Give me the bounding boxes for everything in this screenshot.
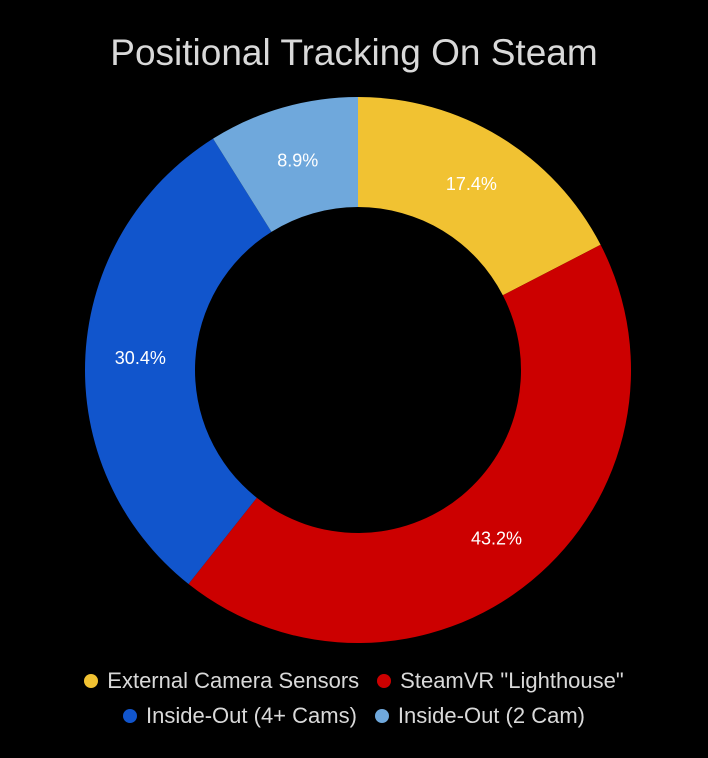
slice-data-label: 8.9% <box>277 150 318 170</box>
legend-swatch <box>377 674 392 688</box>
slice-inside-out-2-cam[interactable] <box>213 97 358 232</box>
legend-item-external-camera-sensors[interactable]: External Camera Sensors <box>84 668 359 694</box>
legend-swatch <box>123 709 138 723</box>
slice-data-label: 43.2% <box>471 528 522 548</box>
legend-item-inside-out-4-cams[interactable]: Inside-Out (4+ Cams) <box>123 703 357 729</box>
legend-label: Inside-Out (2 Cam) <box>397 703 585 728</box>
slice-inside-out-4-cams[interactable] <box>85 138 272 585</box>
legend-item-inside-out-2-cam[interactable]: Inside-Out (2 Cam) <box>374 703 585 729</box>
legend-row-2: Inside-Out (4+ Cams) Inside-Out (2 Cam) <box>0 703 708 729</box>
slice-data-label: 30.4% <box>115 348 166 368</box>
slice-steamvr-lighthouse[interactable] <box>188 244 631 643</box>
legend-item-steamvr-lighthouse[interactable]: SteamVR "Lighthouse" <box>377 668 624 694</box>
legend-swatch <box>374 709 389 723</box>
legend-swatch <box>84 674 99 688</box>
legend-label: Inside-Out (4+ Cams) <box>146 703 357 728</box>
legend-row-1: External Camera Sensors SteamVR "Lightho… <box>0 668 708 694</box>
slice-data-label: 17.4% <box>446 174 497 194</box>
chart-title: Positional Tracking On Steam <box>110 32 598 73</box>
legend-label: External Camera Sensors <box>107 668 360 693</box>
donut-chart: 17.4% 43.2% 30.4% 8.9% <box>85 97 631 643</box>
legend-label: SteamVR "Lighthouse" <box>400 668 624 693</box>
slice-external-camera-sensors[interactable] <box>358 97 601 296</box>
